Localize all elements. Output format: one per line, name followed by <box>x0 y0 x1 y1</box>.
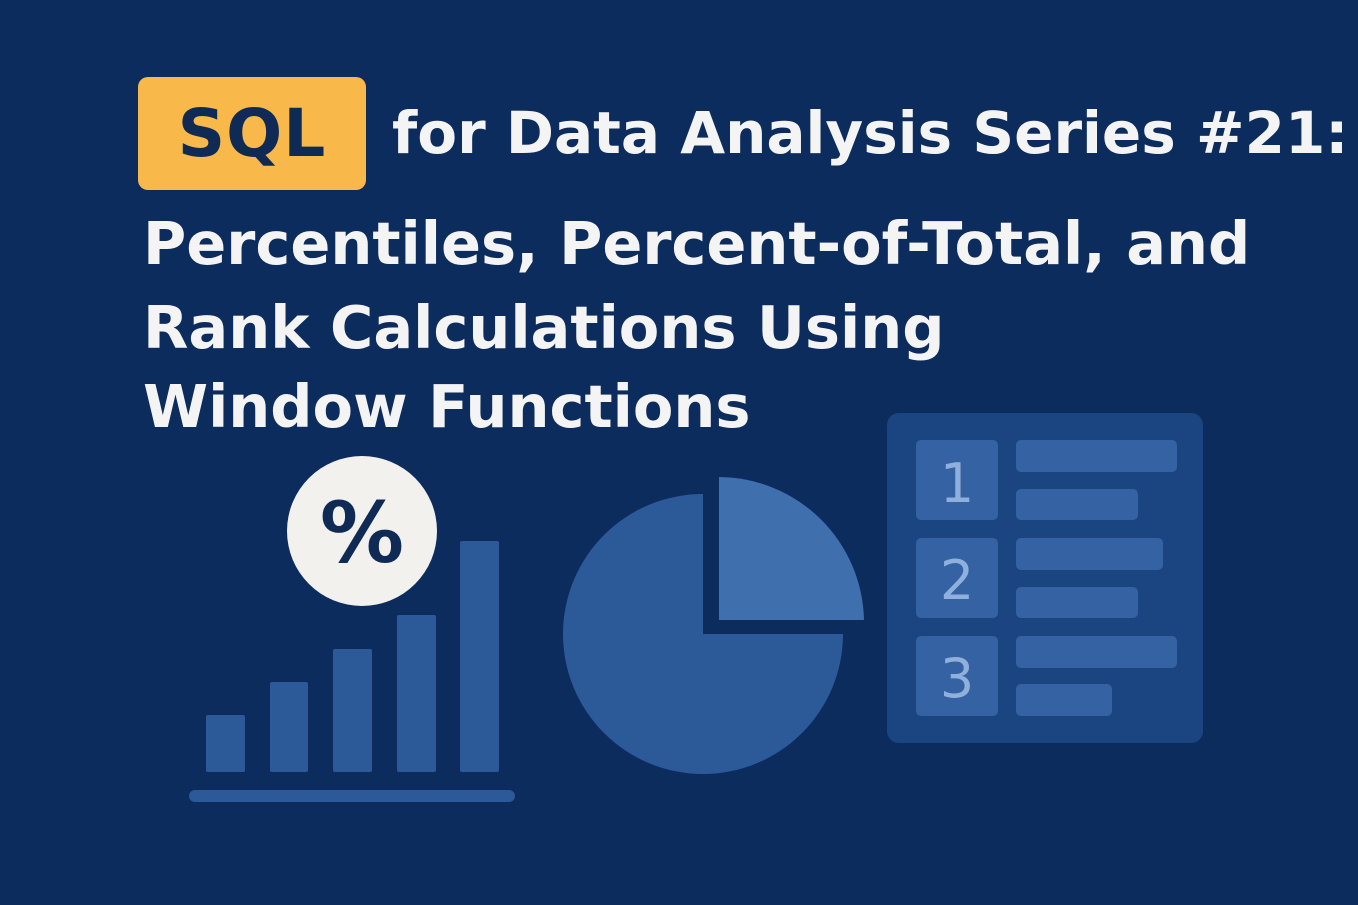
rank-number-1: 1 <box>940 452 974 515</box>
sql-badge: SQL <box>138 77 366 190</box>
sql-badge-label: SQL <box>177 95 327 172</box>
percent-symbol: % <box>320 484 404 582</box>
percent-icon: % <box>287 456 437 606</box>
pie-chart-icon <box>563 477 864 774</box>
title-line-3: Rank Calculations Using <box>143 293 945 362</box>
title-line-1: for Data Analysis Series #21: <box>392 99 1349 167</box>
title-line-2: Percentiles, Percent-of-Total, and <box>143 209 1251 278</box>
rank-number-2: 2 <box>940 549 974 612</box>
bar-chart-icon <box>189 541 515 802</box>
rank-number-3: 3 <box>940 647 974 710</box>
ranked-list-icon: 1 2 3 <box>887 413 1203 743</box>
title-line-4: Window Functions <box>143 372 751 441</box>
